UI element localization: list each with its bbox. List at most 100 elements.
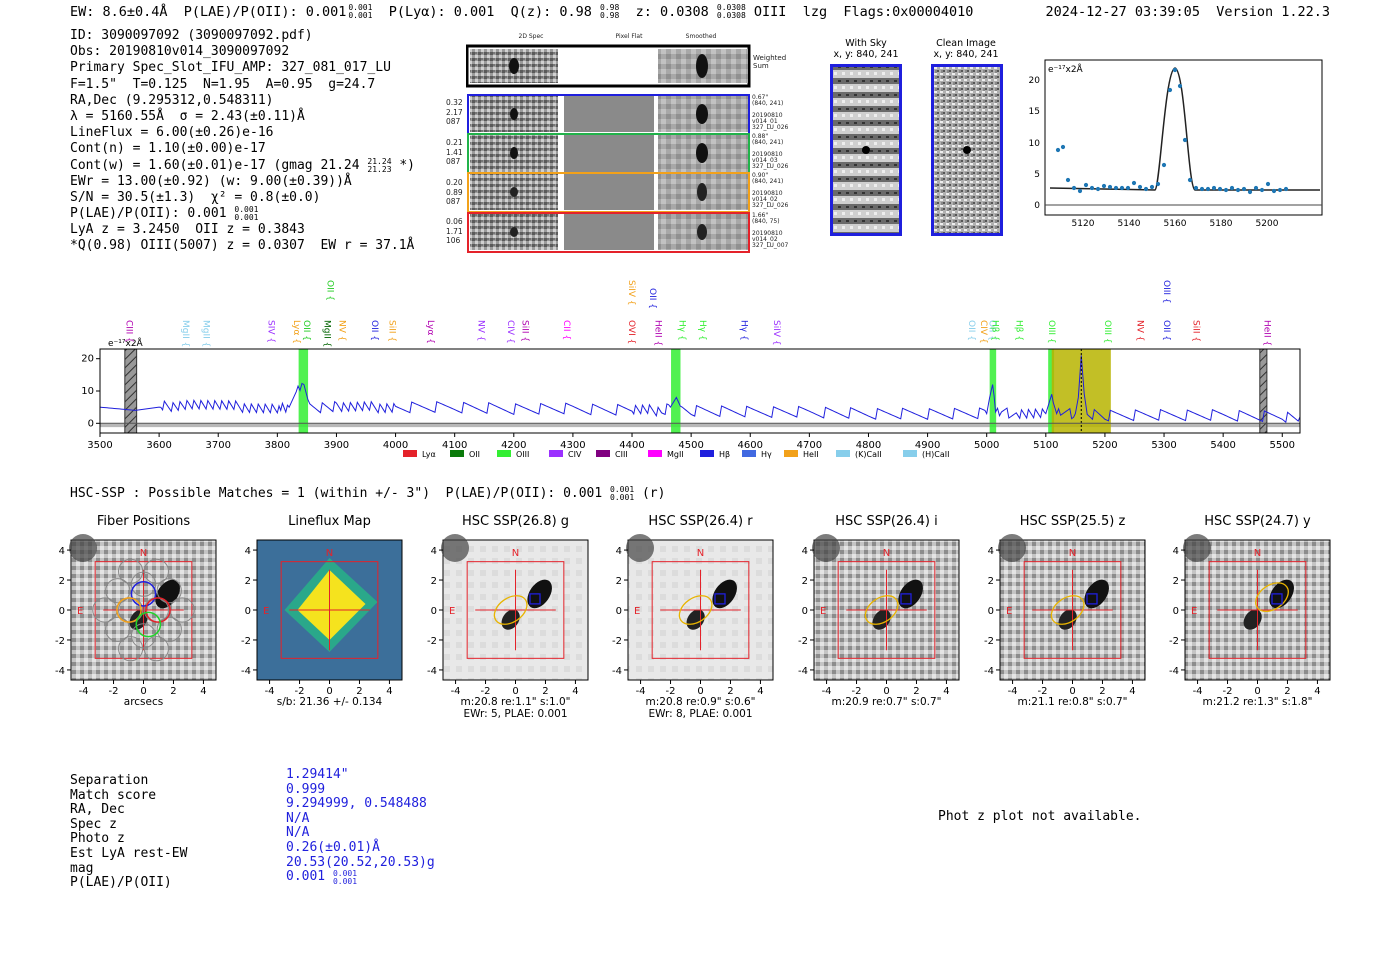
hsc-xtick-label-6-3: 2 [1284, 686, 1290, 697]
hsc-panel-title-5: HSC SSP(25.5) z [1020, 514, 1126, 529]
line-label-10: SiII { [387, 320, 397, 342]
legend-label-8: HeII [803, 450, 819, 459]
info-id: ID: 3090097092 (3090097092.pdf) [70, 28, 313, 43]
legend-swatch-8 [784, 450, 798, 457]
col-label-smoothed: Smoothed [685, 33, 717, 40]
value-separation: 1.29414" [286, 767, 349, 782]
legend-swatch-9 [836, 450, 850, 457]
hsc-summary: HSC-SSP : Possible Matches = 1 (within +… [70, 485, 666, 502]
xtick-label-9: 4400 [619, 440, 644, 451]
info-sn: S/N = 30.5(±1.3) χ² = 0.8(±0.0) [70, 189, 321, 205]
clean-image-title: Clean Image x, y: 840, 241 [933, 38, 999, 60]
hsc-caption-2-0: m:20.8 re:1.1" s:1.0" [461, 696, 571, 708]
xtick-label-15: 5000 [974, 440, 999, 451]
fiber-1 [130, 571, 157, 597]
spectrum-frame [99, 348, 1301, 434]
hsc-ytick-label-1-2: 0 [245, 606, 251, 617]
compass-e-5: E [1006, 606, 1012, 617]
cutout-images [466, 44, 751, 253]
line-label-21: Hγ { [697, 320, 707, 341]
value-radec: 9.294999, 0.548488 [286, 796, 427, 812]
info-lya: LyA z = 3.2450 OII z = 0.3843 [70, 222, 305, 238]
fiber-11 [143, 636, 169, 662]
line-label-33: OII { [1161, 320, 1171, 341]
line-label-7: MgII { [322, 320, 332, 347]
hsc-ytick-label-3-3: 2 [616, 576, 622, 587]
corner-source-4 [812, 534, 840, 562]
hsc-xtick-label-5-3: 2 [1099, 686, 1105, 697]
hsc-caption-3-0: m:20.8 re:0.9" s:0.6" [646, 696, 756, 708]
xtick-label-3: 3800 [265, 440, 290, 451]
info-contn: Cont(n) = 1.10(±0.00)e-17 [70, 141, 266, 157]
legend-swatch-5 [648, 450, 662, 457]
hsc-xtick-label-0-0: -4 [79, 686, 89, 697]
hsc-xtick-label-6-1: -2 [1223, 686, 1233, 697]
value-photo-z: N/A [286, 825, 310, 841]
info-obs: Obs: 20190810v014_3090097092 [70, 44, 290, 60]
flux-series [99, 355, 1301, 424]
info-primary: Primary Spec_Slot_IFU_AMP: 327_081_017_L… [70, 60, 391, 76]
hsc-xtick-label-0-2: 0 [140, 686, 146, 697]
hsc-ytick-label-1-1: -2 [241, 636, 251, 647]
label-mag: mag [70, 860, 94, 876]
match-table-values: 1.29414" 0.999 9.294999, 0.548488 N/A N/… [286, 767, 435, 887]
fiber-blue [130, 581, 157, 607]
hsc-ytick-label-1-0: -4 [241, 666, 251, 677]
line-label-11: Lyα { [425, 320, 435, 344]
line-label-12: NV { [475, 320, 485, 341]
svg-text:0: 0 [1034, 201, 1040, 211]
info-ewr: EWr = 13.00(±0.92) (w: 9.00(±0.39))Å [70, 173, 352, 189]
hsc-panels: Fiber Positions N E -4 -4 -2 -2 0 0 2 2 4 4 arcsecs Li… [0, 510, 1400, 725]
line-label-29: OIII { [1046, 320, 1056, 344]
line-label-16: SiIV { [626, 280, 636, 306]
label-photo-z: Photo z [70, 831, 125, 847]
legend-swatch-4 [596, 450, 610, 457]
legend-label-3: CIV [568, 450, 582, 459]
highlight-band-0 [298, 349, 309, 433]
hsc-xtick-label-2-1: -2 [481, 686, 491, 697]
value-plae: 0.001 0.001 0.001 [286, 869, 358, 887]
fiber-7 [105, 616, 131, 642]
legend-label-0: Lyα [422, 450, 436, 459]
fiber-12 [118, 558, 144, 584]
highlight-band-3 [1048, 349, 1055, 433]
hsc-ytick-label-0-1: -2 [55, 636, 65, 647]
xtick-label-7: 4200 [501, 440, 526, 451]
hsc-caption-0-0: arcsecs [124, 696, 163, 708]
hsc-ytick-label-6-4: 4 [1173, 546, 1179, 557]
line-label-23: SiIV { [771, 320, 781, 346]
hsc-ytick-label-5-3: 2 [988, 576, 994, 587]
match-ellipse-3 [678, 595, 713, 625]
legend-label-6: Hβ [719, 450, 730, 459]
compass-e-2: E [449, 606, 455, 617]
highlight-band-1 [671, 349, 681, 433]
clean-image [931, 64, 1003, 236]
hsc-panel-title-4: HSC SSP(26.4) i [835, 514, 937, 529]
line-label-8: NV { [336, 320, 346, 341]
hsc-xtick-label-2-4: 4 [572, 686, 578, 697]
match-table-labels: Separation Match score RA, Dec Spec z Ph… [70, 773, 187, 891]
xtick-label-0: 3500 [87, 440, 112, 451]
cutout-panel: 2D Spec Pixel Flat Smoothed [466, 33, 786, 254]
hsc-xtick-label-0-4: 4 [200, 686, 206, 697]
legend-label-7: Hγ [761, 450, 772, 459]
legend-label-1: OII [469, 450, 480, 459]
hsc-xtick-label-5-0: -4 [1008, 686, 1018, 697]
hsc-xtick-label-2-3: 2 [542, 686, 548, 697]
hsc-xtick-label-0-1: -2 [109, 686, 119, 697]
value-lya-ew: 0.26(±0.01)Å [286, 839, 380, 855]
hsc-xtick-label-5-4: 4 [1129, 686, 1135, 697]
hsc-ytick-label-5-4: 4 [988, 546, 994, 557]
hsc-ytick-label-3-2: 0 [616, 606, 622, 617]
detection-info: ID: 3090097092 (3090097092.pdf) Obs: 201… [70, 28, 415, 255]
fiber-red [145, 597, 171, 623]
hsc-xtick-label-4-4: 4 [943, 686, 949, 697]
line-label-18: OVI { [626, 320, 636, 344]
info-radec: RA,Dec (9.295312,0.548311) [70, 92, 274, 108]
hsc-ytick-label-6-0: -4 [1169, 666, 1179, 677]
compass-e-1: E [263, 606, 269, 617]
row2-left: 0.20 0.89 087 [446, 178, 463, 206]
line-label-34: SiII { [1191, 320, 1201, 342]
line-label-27: Hβ { [990, 320, 1000, 341]
legend-swatch-6 [700, 450, 714, 457]
